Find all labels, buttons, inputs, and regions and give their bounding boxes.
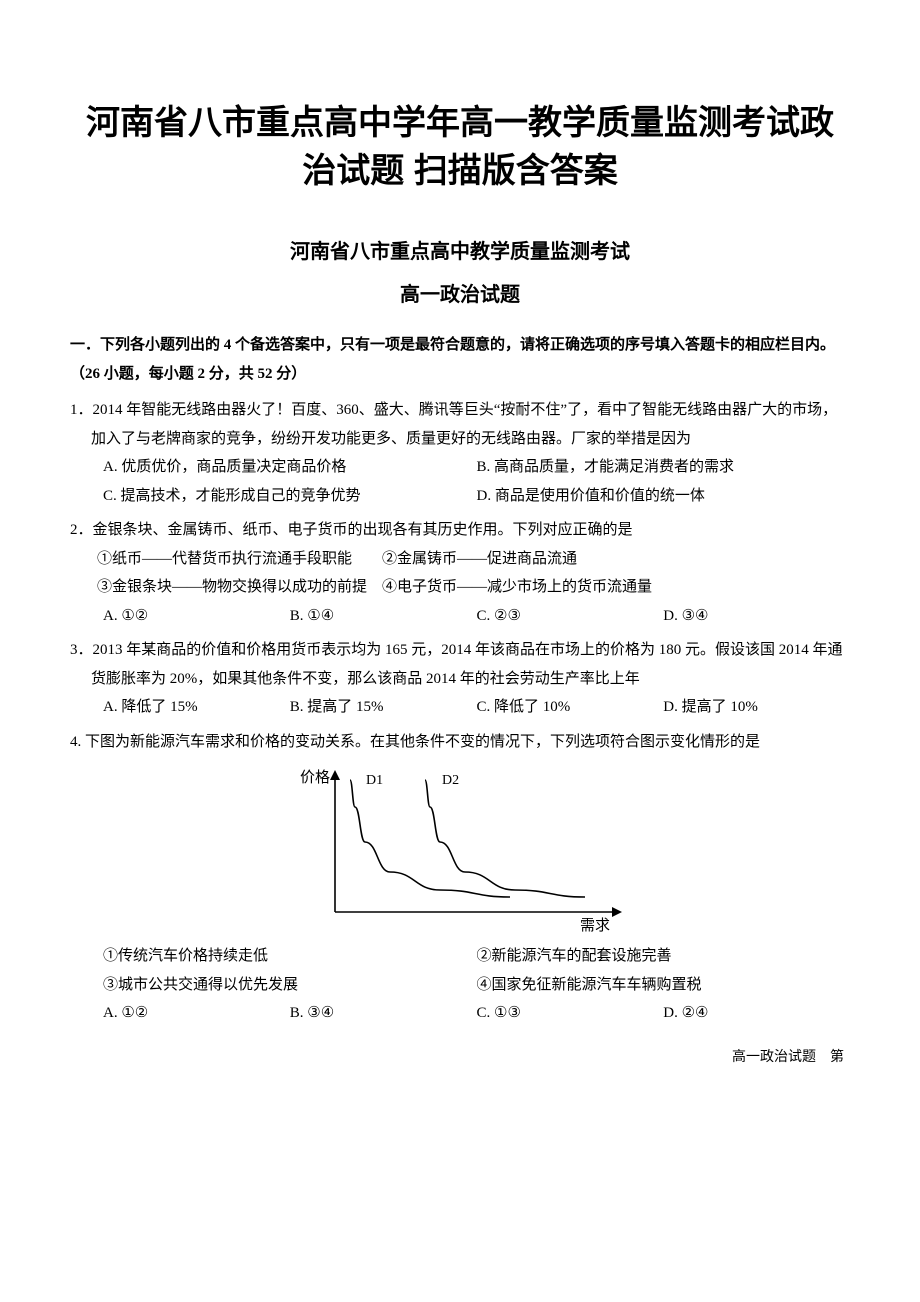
page-footer: 高一政治试题 第 bbox=[70, 1046, 850, 1066]
instructions-meta: （26 小题，每小题 2 分，共 52 分） bbox=[70, 366, 306, 382]
q4-statement-4: ④国家免征新能源汽车车辆购置税 bbox=[477, 971, 851, 1000]
q4-option-d: D. ②④ bbox=[663, 999, 850, 1028]
q3-option-d: D. 提高了 10% bbox=[663, 693, 850, 722]
q1-option-a: A. 优质优价，商品质量决定商品价格 bbox=[103, 453, 477, 482]
q3-option-a: A. 降低了 15% bbox=[103, 693, 290, 722]
q1-option-d: D. 商品是使用价值和价值的统一体 bbox=[477, 482, 851, 511]
demand-curve-chart: 价格需求 D1 D2 bbox=[280, 762, 640, 932]
svg-text:需求: 需求 bbox=[580, 917, 610, 932]
q4-option-a: A. ①② bbox=[103, 999, 290, 1028]
subtitle-line-2: 高一政治试题 bbox=[70, 278, 850, 307]
q2-statement-1: ①纸币——代替货币执行流通手段职能 bbox=[97, 551, 352, 567]
q4-statement-2: ②新能源汽车的配套设施完善 bbox=[477, 942, 851, 971]
q4-option-c: C. ①③ bbox=[477, 999, 664, 1028]
subtitle-line-1: 河南省八市重点高中教学质量监测考试 bbox=[70, 235, 850, 264]
q2-stem: 2．金银条块、金属铸币、纸币、电子货币的出现各有其历史作用。下列对应正确的是 bbox=[70, 516, 850, 545]
q1-option-c: C. 提高技术，才能形成自己的竞争优势 bbox=[103, 482, 477, 511]
q4-statement-1: ①传统汽车价格持续走低 bbox=[103, 942, 477, 971]
q1-stem: 1．2014 年智能无线路由器火了！百度、360、盛大、腾讯等巨头“按耐不住”了… bbox=[70, 396, 850, 453]
q4-stem: 4. 下图为新能源汽车需求和价格的变动关系。在其他条件不变的情况下，下列选项符合… bbox=[70, 728, 850, 757]
q2-statement-2: ②金属铸币——促进商品流通 bbox=[382, 551, 577, 567]
svg-text:D1: D1 bbox=[366, 773, 383, 788]
q1-option-b: B. 高商品质量，才能满足消费者的需求 bbox=[477, 453, 851, 482]
q4-option-b: B. ③④ bbox=[290, 999, 477, 1028]
svg-text:D2: D2 bbox=[442, 773, 459, 788]
q2-statement-4: ④电子货币——减少市场上的货币流通量 bbox=[382, 579, 652, 595]
q4-statement-3: ③城市公共交通得以优先发展 bbox=[103, 971, 477, 1000]
instructions-prefix: 一．下列各小题列出的 4 个备选答案中，只有一项是最符合题意的，请将正确选项的序… bbox=[70, 337, 835, 353]
q2-option-d: D. ③④ bbox=[663, 602, 850, 631]
q2-option-b: B. ①④ bbox=[290, 602, 477, 631]
q2-option-c: C. ②③ bbox=[477, 602, 664, 631]
q3-stem: 3．2013 年某商品的价值和价格用货币表示均为 165 元，2014 年该商品… bbox=[70, 636, 850, 693]
q2-option-a: A. ①② bbox=[103, 602, 290, 631]
q3-option-b: B. 提高了 15% bbox=[290, 693, 477, 722]
q2-statement-3: ③金银条块——物物交换得以成功的前提 bbox=[97, 579, 367, 595]
q3-option-c: C. 降低了 10% bbox=[477, 693, 664, 722]
svg-text:价格: 价格 bbox=[300, 769, 330, 786]
main-title: 河南省八市重点高中学年高一教学质量监测考试政治试题 扫描版含答案 bbox=[70, 100, 850, 195]
section-instructions: 一．下列各小题列出的 4 个备选答案中，只有一项是最符合题意的，请将正确选项的序… bbox=[70, 331, 850, 388]
